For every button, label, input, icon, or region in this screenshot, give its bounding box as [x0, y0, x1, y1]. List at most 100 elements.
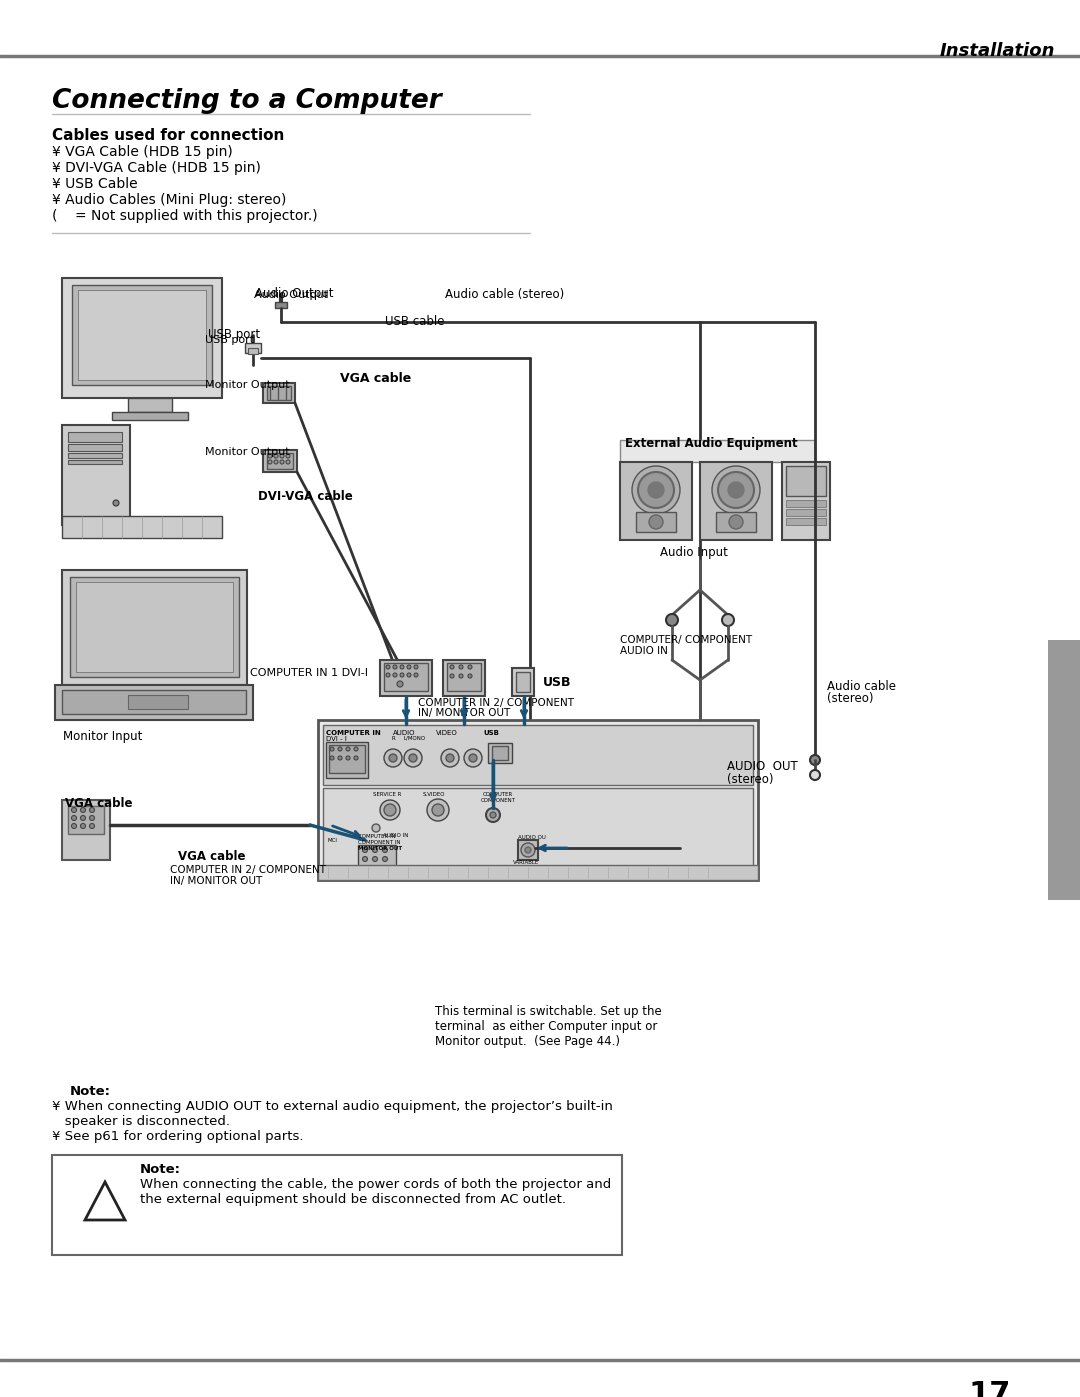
- Text: ¥ USB Cable: ¥ USB Cable: [52, 177, 137, 191]
- Bar: [786, 467, 826, 496]
- Text: 17: 17: [969, 1380, 1011, 1397]
- Text: AUDIO  OUT: AUDIO OUT: [727, 760, 798, 773]
- Bar: [264, 383, 295, 402]
- Text: Monitor Output: Monitor Output: [205, 447, 289, 457]
- Bar: [275, 302, 287, 307]
- Circle shape: [346, 747, 350, 752]
- Circle shape: [286, 454, 291, 458]
- Bar: [380, 659, 432, 696]
- Circle shape: [632, 467, 680, 514]
- Circle shape: [372, 824, 380, 833]
- Circle shape: [409, 754, 417, 761]
- Circle shape: [386, 665, 390, 669]
- Text: ¥ VGA Cable (HDB 15 pin): ¥ VGA Cable (HDB 15 pin): [52, 145, 233, 159]
- Bar: [786, 509, 826, 515]
- Text: USB: USB: [543, 676, 571, 689]
- Bar: [52, 1155, 622, 1255]
- Text: Installation: Installation: [1056, 721, 1071, 819]
- Text: AUDIO OU: AUDIO OU: [518, 835, 545, 840]
- Bar: [357, 845, 396, 870]
- Text: Cables used for connection: Cables used for connection: [52, 129, 284, 142]
- Circle shape: [414, 665, 418, 669]
- Bar: [68, 806, 104, 834]
- Text: ¥ When connecting AUDIO OUT to external audio equipment, the projector’s built-i: ¥ When connecting AUDIO OUT to external …: [52, 1099, 612, 1113]
- Bar: [68, 444, 122, 451]
- Text: DVI - I: DVI - I: [326, 736, 347, 742]
- Bar: [264, 450, 297, 472]
- Circle shape: [280, 460, 284, 464]
- Circle shape: [468, 673, 472, 678]
- Bar: [1048, 640, 1080, 900]
- Circle shape: [268, 460, 272, 464]
- Bar: [488, 743, 512, 763]
- Bar: [245, 344, 261, 353]
- Bar: [129, 694, 188, 710]
- Text: SERVICE R: SERVICE R: [373, 792, 402, 798]
- Circle shape: [386, 673, 390, 678]
- Circle shape: [346, 756, 350, 760]
- Text: MONITOR OUT: MONITOR OUT: [357, 847, 402, 851]
- Circle shape: [718, 472, 754, 509]
- Text: COMPONENT IN: COMPONENT IN: [357, 840, 401, 845]
- Bar: [55, 685, 253, 719]
- Circle shape: [414, 673, 418, 678]
- Circle shape: [380, 800, 400, 820]
- Circle shape: [400, 665, 404, 669]
- Bar: [62, 690, 246, 714]
- Circle shape: [274, 460, 278, 464]
- Text: IN/ MONITOR OUT: IN/ MONITOR OUT: [418, 708, 510, 718]
- Text: USB cable: USB cable: [384, 314, 445, 328]
- Text: Audio cable (stereo): Audio cable (stereo): [445, 288, 564, 300]
- Bar: [62, 570, 247, 685]
- Text: COMPUTER IN 2/ COMPONENT: COMPUTER IN 2/ COMPONENT: [170, 865, 326, 875]
- Circle shape: [384, 805, 396, 816]
- Bar: [68, 432, 122, 441]
- Circle shape: [407, 673, 411, 678]
- Circle shape: [81, 816, 85, 820]
- Text: MCI: MCI: [328, 838, 338, 842]
- Text: ¥ DVI-VGA Cable (HDB 15 pin): ¥ DVI-VGA Cable (HDB 15 pin): [52, 161, 261, 175]
- Circle shape: [723, 615, 734, 626]
- Text: VARIABLE: VARIABLE: [513, 861, 539, 865]
- Circle shape: [459, 673, 463, 678]
- Bar: [329, 745, 365, 773]
- Text: L/MONO: L/MONO: [403, 736, 426, 740]
- Bar: [78, 291, 206, 380]
- Circle shape: [407, 665, 411, 669]
- Text: AUDIO IN: AUDIO IN: [383, 833, 408, 838]
- Circle shape: [427, 799, 449, 821]
- Bar: [636, 511, 676, 532]
- Text: VGA cable: VGA cable: [178, 849, 245, 863]
- Circle shape: [373, 856, 378, 862]
- Circle shape: [71, 807, 77, 813]
- Circle shape: [113, 500, 119, 506]
- Bar: [620, 440, 815, 462]
- Circle shape: [363, 848, 367, 852]
- Circle shape: [90, 823, 95, 828]
- Text: (stereo): (stereo): [727, 773, 773, 787]
- Text: AUDIO: AUDIO: [393, 731, 416, 736]
- Text: Audio cable: Audio cable: [827, 680, 896, 693]
- Circle shape: [268, 454, 272, 458]
- Circle shape: [338, 747, 342, 752]
- Bar: [443, 659, 485, 696]
- Bar: [68, 460, 122, 464]
- Bar: [700, 462, 772, 541]
- Bar: [786, 500, 826, 507]
- Text: VIDEO: VIDEO: [436, 731, 458, 736]
- Bar: [323, 725, 753, 785]
- Text: COMPUTER IN 1 DVI-I: COMPUTER IN 1 DVI-I: [249, 668, 368, 678]
- Bar: [248, 348, 258, 353]
- Bar: [62, 278, 222, 398]
- Bar: [512, 668, 534, 696]
- Bar: [716, 511, 756, 532]
- Circle shape: [280, 454, 284, 458]
- Circle shape: [521, 842, 535, 856]
- Text: (stereo): (stereo): [827, 692, 874, 705]
- Text: COMPONENT: COMPONENT: [481, 798, 516, 803]
- Text: ¥ See p61 for ordering optional parts.: ¥ See p61 for ordering optional parts.: [52, 1130, 303, 1143]
- Text: USB port: USB port: [205, 335, 254, 345]
- Circle shape: [728, 482, 744, 497]
- Text: AUDIO IN: AUDIO IN: [620, 645, 667, 657]
- Bar: [786, 518, 826, 525]
